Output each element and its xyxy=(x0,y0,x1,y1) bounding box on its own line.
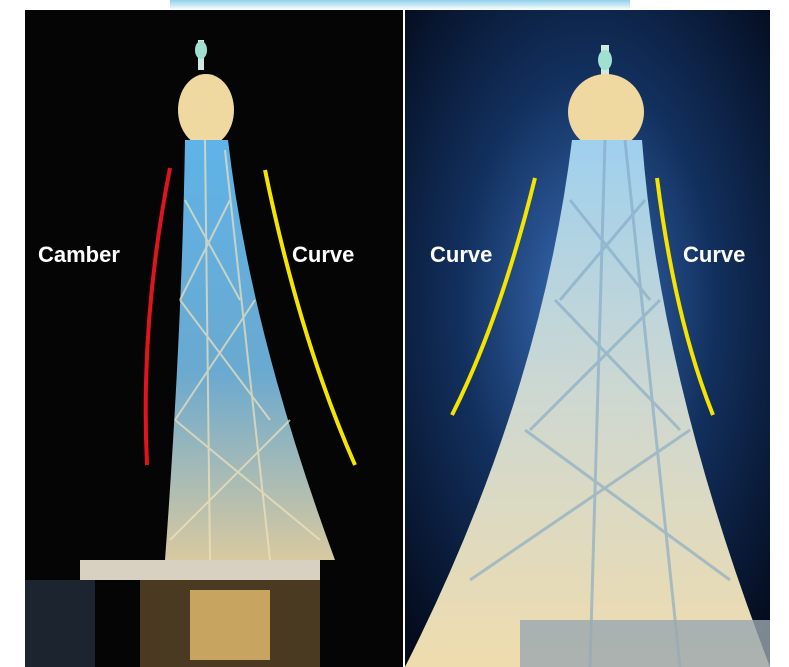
building-lights xyxy=(190,590,270,660)
observation-deck xyxy=(178,74,234,146)
antenna xyxy=(195,41,207,59)
label: Curve xyxy=(683,242,745,267)
antenna xyxy=(598,50,612,70)
label: Curve xyxy=(430,242,492,267)
right-panel: Curve Curve xyxy=(405,10,770,667)
photo-comparison: Camber Curve Curve Curve xyxy=(0,0,789,667)
roof-canopy xyxy=(520,620,770,667)
building-roof xyxy=(80,560,320,580)
frame-top xyxy=(170,0,630,10)
observation-deck xyxy=(568,74,644,150)
left-panel: Camber Curve xyxy=(25,10,403,667)
label: Camber xyxy=(38,242,120,267)
city xyxy=(25,580,95,667)
label: Curve xyxy=(292,242,354,267)
